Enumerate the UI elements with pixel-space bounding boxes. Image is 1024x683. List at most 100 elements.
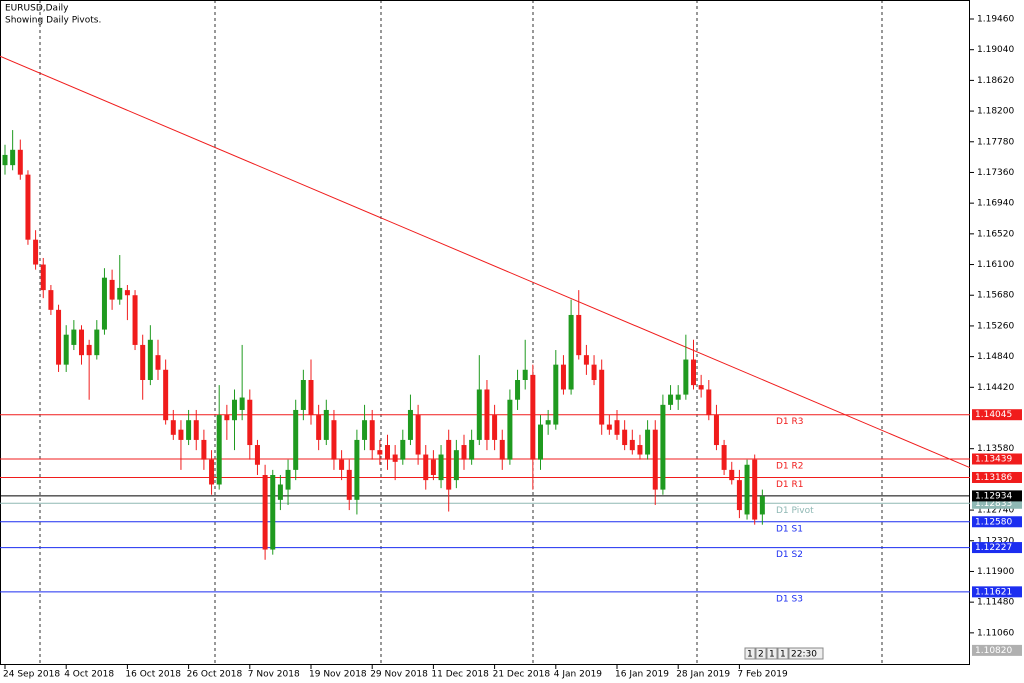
candle-body <box>346 469 352 500</box>
price-label-box <box>972 516 1022 528</box>
candle-body <box>698 385 704 390</box>
candle-body <box>331 420 337 460</box>
candle-body <box>293 409 299 470</box>
status-box <box>755 647 767 660</box>
candle-body <box>247 399 253 446</box>
candle-body <box>453 450 459 481</box>
x-tick-label: 26 Oct 2018 <box>187 670 243 680</box>
status-text: 1 <box>747 650 753 660</box>
candle-body <box>515 380 521 400</box>
candle-body <box>79 329 84 356</box>
price-label-box <box>972 644 1022 656</box>
status-box <box>777 647 789 660</box>
candle-body <box>155 355 161 370</box>
candle-body <box>25 174 31 240</box>
price-label-box <box>972 542 1022 554</box>
price-label-box <box>972 490 1022 502</box>
candle-body <box>744 464 750 515</box>
status-text: 1 <box>769 650 775 660</box>
y-tick-label: 1.18620 <box>977 76 1014 86</box>
status-box <box>744 647 756 660</box>
price-label: 1.12833 <box>975 499 1012 509</box>
candle-body <box>675 394 681 400</box>
candle-body <box>385 445 390 460</box>
level-name: D1 S1 <box>776 524 803 534</box>
y-tick-label: 1.13580 <box>977 444 1014 454</box>
candle-body <box>140 344 146 380</box>
candle-body <box>461 445 467 460</box>
candle-body <box>530 374 536 460</box>
candle-body <box>86 344 92 356</box>
chart-subtitle: Showing Daily Pivots. <box>5 16 101 26</box>
candle-body <box>583 355 589 365</box>
candle-body <box>683 359 689 395</box>
candle-body <box>170 420 176 435</box>
candle-body <box>629 439 635 451</box>
level-name: D1 R2 <box>776 461 804 471</box>
candle-body <box>262 475 268 550</box>
candle-body <box>568 314 574 390</box>
x-tick-label: 29 Nov 2018 <box>370 670 428 680</box>
candle-body <box>377 450 383 455</box>
y-tick-label: 1.11900 <box>977 567 1014 577</box>
candle-body <box>316 415 322 440</box>
candle-body <box>369 420 375 451</box>
candle-body <box>270 475 276 550</box>
candle-body <box>10 149 16 166</box>
candle-body <box>193 420 199 440</box>
level-name: D1 Pivot <box>776 506 814 516</box>
candle-body <box>606 424 612 430</box>
y-tick-label: 1.14420 <box>977 383 1014 393</box>
candle-body <box>147 339 153 380</box>
candle-body <box>362 420 368 440</box>
candle-body <box>752 459 758 520</box>
candle-body <box>94 329 100 356</box>
y-tick-label: 1.11480 <box>977 598 1014 608</box>
candle-body <box>668 394 674 405</box>
candle-body <box>209 459 215 485</box>
candle-body <box>721 445 727 470</box>
candle-body <box>339 459 345 470</box>
candle-body <box>308 380 314 416</box>
candle-body <box>2 154 8 166</box>
candle-body <box>538 424 543 460</box>
candle-body <box>101 277 107 330</box>
candle-body <box>423 454 429 481</box>
candle-body <box>438 454 444 481</box>
price-label-box <box>972 497 1022 509</box>
candle-body <box>56 309 62 365</box>
candle-body <box>553 364 559 425</box>
candle-body <box>239 397 245 410</box>
price-label-box <box>972 409 1022 421</box>
price-label: 1.12227 <box>975 543 1012 553</box>
level-name: D1 S3 <box>776 594 803 604</box>
price-label-box <box>972 453 1022 465</box>
level-name: D1 R1 <box>776 480 804 490</box>
x-tick-label: 21 Dec 2018 <box>493 670 551 680</box>
level-name: D1 R3 <box>776 417 804 427</box>
candle-body <box>186 420 192 440</box>
y-tick-label: 1.17360 <box>977 168 1014 178</box>
chart-title: EURUSD,Daily <box>5 4 69 14</box>
y-tick-label: 1.15260 <box>977 321 1014 331</box>
price-label: 1.10820 <box>975 646 1012 656</box>
trendline <box>0 55 971 469</box>
y-tick-label: 1.16520 <box>977 229 1014 239</box>
x-tick-label: 4 Oct 2018 <box>64 670 114 680</box>
candle-body <box>522 369 528 380</box>
candle-body <box>117 287 123 300</box>
candle-body <box>71 329 77 345</box>
candle-body <box>109 279 115 300</box>
candle-body <box>713 415 719 446</box>
plot-frame <box>0 0 970 665</box>
candle-body <box>637 445 643 455</box>
candle-body <box>729 469 735 481</box>
candle-body <box>232 399 237 421</box>
candle-body <box>599 369 605 425</box>
candle-body <box>216 415 222 485</box>
price-label-box <box>972 471 1022 483</box>
candle-body <box>178 429 184 440</box>
candle-body <box>476 389 482 440</box>
